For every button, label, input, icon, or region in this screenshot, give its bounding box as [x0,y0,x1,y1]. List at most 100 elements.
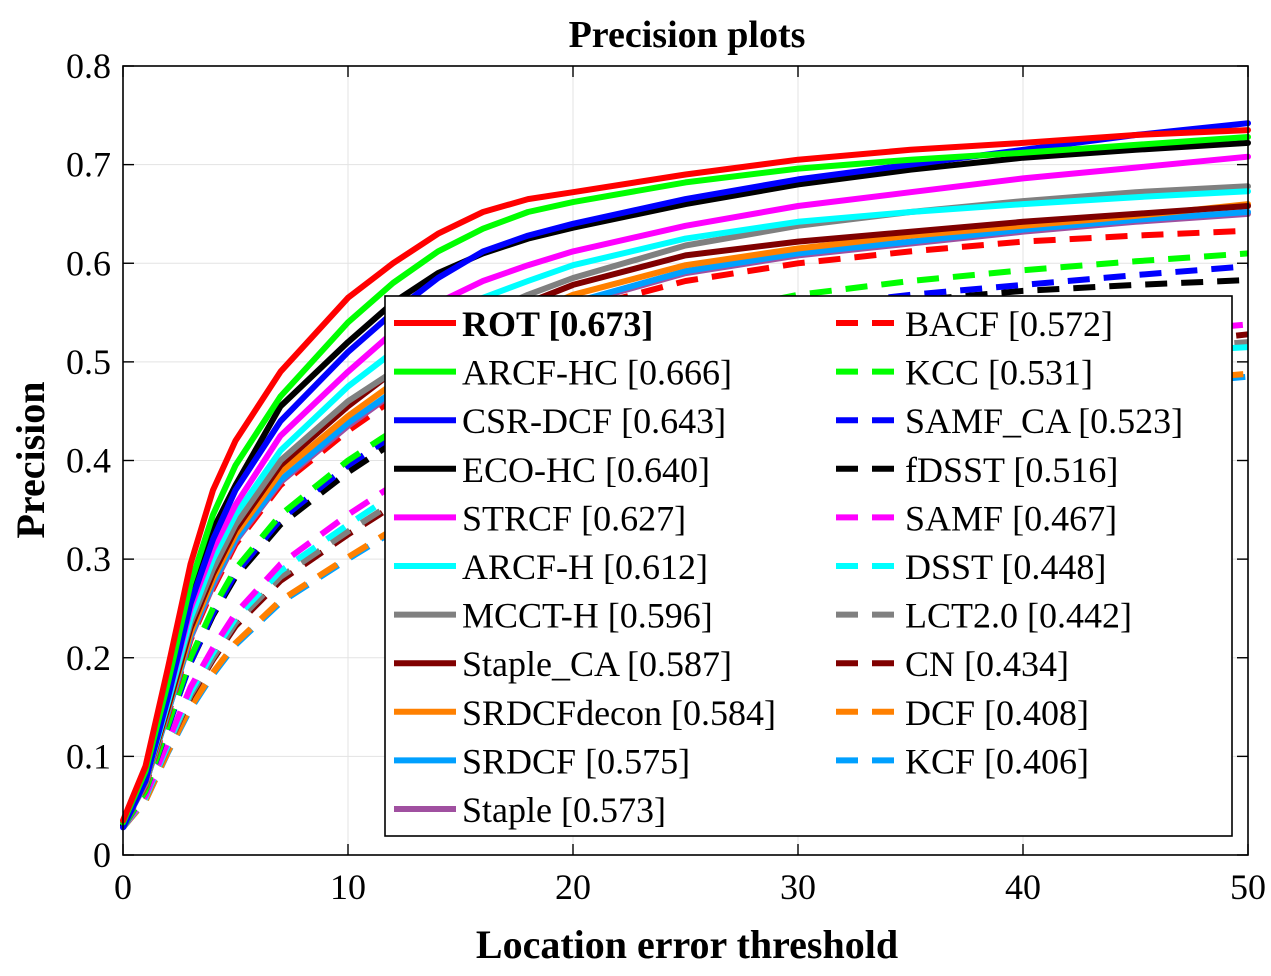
legend-bracket-close: ] [764,693,776,733]
legend-bracket-open: [ [594,547,615,587]
legend-series-score: 0.640 [617,450,698,490]
series-line-rot [120,127,1251,824]
legend-label-fdsst: fDSST [0.516] [905,450,1118,490]
legend-bracket-close: ] [641,304,653,344]
legend-series-name: DSST [905,547,993,587]
series-line-csr-dcf [120,120,1251,831]
legend-bracket-open: [ [596,450,617,490]
legend-bracket-open: [ [1004,450,1025,490]
x-axis-label: Location error threshold [476,922,898,967]
legend-bracket-close: ] [1101,304,1113,344]
legend-series-score: 0.406 [996,741,1077,781]
legend-series-name: fDSST [905,450,1005,490]
legend-label-srdcfdecon: SRDCFdecon [0.584] [462,693,776,733]
legend-bracket-close: ] [1077,741,1089,781]
legend-series-score: 0.587 [639,644,720,684]
legend-label-eco-hc: ECO-HC [0.640] [462,450,710,490]
legend-label-lct2-0: LCT2.0 [0.442] [905,596,1132,636]
legend-label-mcct-h: MCCT-H [0.596] [462,596,713,636]
legend-bracket-open: [ [1069,401,1090,441]
legend-bracket-open: [ [979,353,1000,393]
legend-bracket-close: ] [720,353,732,393]
y-tick-label: 0 [93,835,111,875]
legend-bracket-open: [ [618,353,639,393]
x-tick-label: 50 [1230,867,1266,907]
legend-bracket-close: ] [1106,450,1118,490]
legend-bracket-close: ] [696,547,708,587]
legend-series-name: CSR-DCF [462,401,612,441]
legend-label-arcf-hc: ARCF-HC [0.666] [462,353,732,393]
x-tick-label: 30 [780,867,816,907]
x-tick-label: 10 [330,867,366,907]
legend-series-score: 0.643 [633,401,714,441]
legend-bracket-close: ] [1077,693,1089,733]
legend-bracket-close: ] [1081,353,1093,393]
legend-series-score: 0.442 [1039,596,1120,636]
legend-series-name: MCCT-H [462,596,599,636]
legend-series-score: 0.572 [1020,304,1101,344]
legend-series-score: 0.434 [976,644,1057,684]
legend-bracket-open: [ [999,304,1020,344]
y-tick-label: 0.4 [66,441,111,481]
legend-bracket-open: [ [572,498,593,538]
legend-bracket-close: ] [701,596,713,636]
legend-bracket-close: ] [1094,547,1106,587]
legend-bracket-open: [ [599,596,620,636]
legend-series-score: 0.673 [560,304,641,344]
legend-series-name: SAMF_CA [905,401,1071,441]
legend-series-score: 0.523 [1090,401,1171,441]
legend-label-dsst: DSST [0.448] [905,547,1106,587]
legend-series-score: 0.531 [1000,353,1081,393]
y-axis-label: Precision [8,381,53,538]
legend-series-score: 0.448 [1013,547,1094,587]
legend-series-score: 0.408 [996,693,1077,733]
legend-bracket-open: [ [1018,596,1039,636]
legend-bracket-open: [ [975,693,996,733]
legend-series-name: STRCF [462,498,572,538]
y-tick-label: 0.2 [66,638,111,678]
legend-bracket-open: [ [662,693,683,733]
legend-series-name: LCT2.0 [905,596,1018,636]
legend-bracket-close: ] [674,498,686,538]
legend-series-score: 0.573 [573,790,654,830]
legend-series-name: Staple [462,790,552,830]
x-tick-label: 20 [555,867,591,907]
x-tick-label: 0 [114,867,132,907]
legend-series-name: SRDCFdecon [462,693,662,733]
y-tick-label: 0.5 [66,342,111,382]
legend-series-name: Staple_CA [462,644,620,684]
legend-series-score: 0.596 [620,596,701,636]
legend-series-name: KCC [905,353,979,393]
y-tick-label: 0.8 [66,46,111,86]
y-tick-label: 0.1 [66,736,111,776]
x-tick-label: 40 [1005,867,1041,907]
legend-series-name: CN [905,644,955,684]
legend-series-name: BACF [905,304,999,344]
legend-bracket-close: ] [1120,596,1132,636]
chart-title: Precision plots [569,14,806,56]
legend-series-name: ROT [462,304,540,344]
legend: ROT [0.673]ARCF-HC [0.666]CSR-DCF [0.643… [384,295,1233,837]
legend-series-score: 0.612 [615,547,696,587]
legend-bracket-open: [ [612,401,633,441]
legend-series-name: ARCF-H [462,547,594,587]
legend-series-name: DCF [905,693,975,733]
legend-bracket-open: [ [539,304,560,344]
legend-series-score: 0.575 [597,741,678,781]
legend-label-srdcf: SRDCF [0.575] [462,741,690,781]
legend-series-name: SAMF [905,498,1003,538]
legend-label-rot: ROT [0.673] [462,304,653,344]
legend-bracket-close: ] [1171,401,1183,441]
legend-bracket-open: [ [618,644,639,684]
legend-label-arcf-h: ARCF-H [0.612] [462,547,708,587]
legend-bracket-open: [ [1003,498,1024,538]
legend-bracket-close: ] [1105,498,1117,538]
legend-label-samf: SAMF [0.467] [905,498,1117,538]
legend-bracket-close: ] [1057,644,1069,684]
legend-label-kcc: KCC [0.531] [905,353,1093,393]
legend-label-strcf: STRCF [0.627] [462,498,686,538]
legend-series-name: SRDCF [462,741,576,781]
legend-label-samf-ca: SAMF_CA [0.523] [905,401,1183,441]
